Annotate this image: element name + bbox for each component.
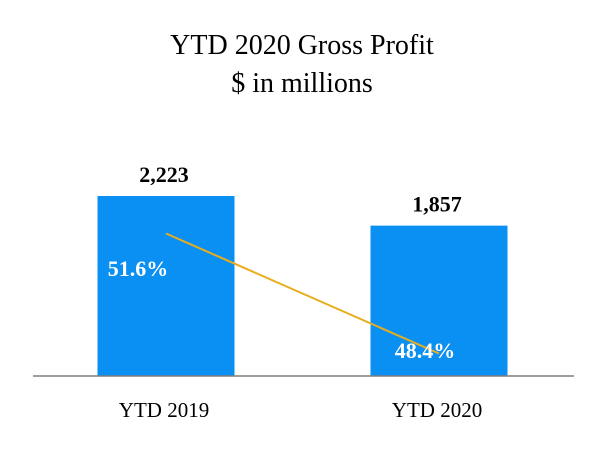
gross-margin-line [165,232,440,355]
chart-title: YTD 2020 Gross Profit [170,30,434,61]
x-tick-label: YTD 2020 [392,398,482,422]
margin-line-layer [165,232,440,355]
bar-ytd-2019 [97,196,235,376]
labels-layer: 2,223 YTD 2019 1,857 YTD 2020 51.6% 48.4% [108,162,482,422]
gross-margin-label: 48.4% [395,338,456,363]
bar-value-label: 2,223 [139,162,189,187]
bar-value-label: 1,857 [412,192,462,217]
bar-ytd-2020 [370,225,508,376]
x-tick-label: YTD 2019 [119,398,209,422]
bars-layer [97,196,508,376]
gross-margin-label: 51.6% [108,256,169,281]
chart-subtitle: $ in millions [231,68,373,99]
